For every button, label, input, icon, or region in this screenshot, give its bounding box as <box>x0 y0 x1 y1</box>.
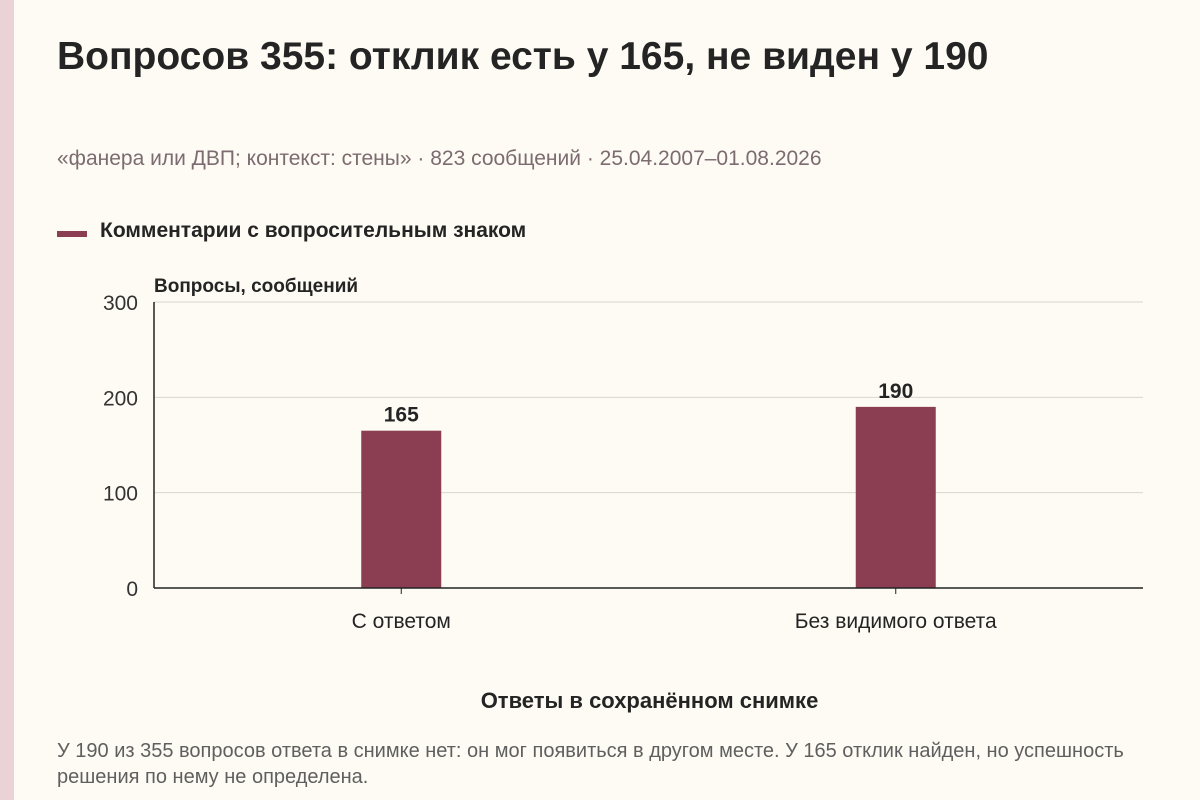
y-tick-label: 0 <box>126 578 138 601</box>
footnote: У 190 из 355 вопросов ответа в снимке не… <box>57 740 1124 788</box>
left-accent-stripe <box>0 0 14 800</box>
chart-subtitle: «фанера или ДВП; контекст: стены» · 823 … <box>57 147 822 170</box>
data-label: 165 <box>384 404 419 427</box>
x-axis-label: Ответы в сохранённом снимке <box>481 688 819 713</box>
legend: Комментарии с вопросительным знаком <box>57 219 526 243</box>
bar <box>361 430 442 588</box>
x-tick-label: Без видимого ответа <box>795 610 997 633</box>
bar <box>855 406 936 588</box>
data-label: 190 <box>878 380 913 403</box>
y-tick-label: 100 <box>103 483 138 506</box>
chart-title: Вопросов 355: отклик есть у 165, не виде… <box>57 35 989 78</box>
y-tick-label: 200 <box>103 387 138 410</box>
legend-swatch <box>57 231 87 237</box>
legend-label: Комментарии с вопросительным знаком <box>100 219 527 242</box>
x-tick-label: С ответом <box>352 610 451 633</box>
y-axis-label: Вопросы, сообщений <box>154 276 358 297</box>
y-tick-label: 300 <box>103 292 138 315</box>
